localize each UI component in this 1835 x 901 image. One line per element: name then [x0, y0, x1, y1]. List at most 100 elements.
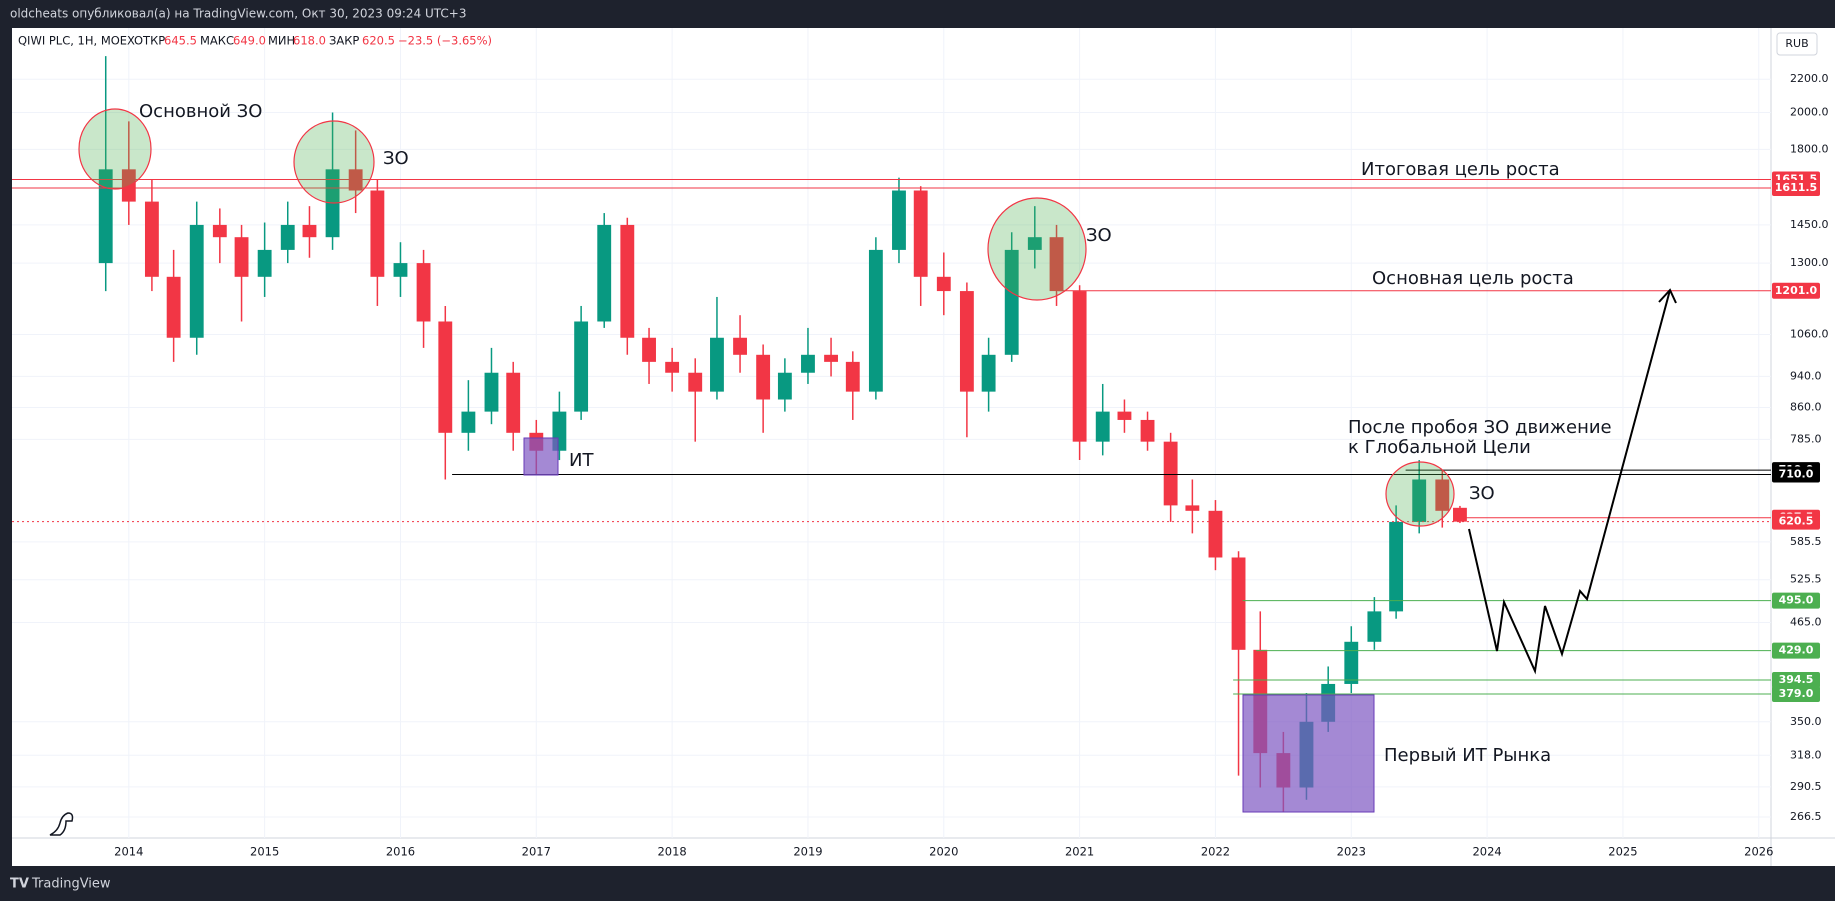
- annotation: Первый ИТ Рынка: [1384, 745, 1551, 766]
- candle-body: [144, 201, 159, 277]
- candle-body: [756, 354, 771, 400]
- candle-body: [688, 372, 703, 392]
- bottom-bar: [0, 866, 1835, 901]
- legend-value: 645.5: [164, 34, 197, 48]
- candle-body: [1140, 419, 1155, 442]
- candle-body: [892, 190, 906, 250]
- legend-label: МАКС: [200, 34, 234, 48]
- candle-body: [438, 321, 453, 433]
- price-badge-label: 620.5: [1779, 515, 1814, 528]
- annotation: Основной ЗО: [139, 101, 262, 122]
- x-tick-label: 2019: [793, 845, 822, 859]
- symbol: QIWI PLC, 1H, MOEX: [18, 34, 135, 48]
- candle-body: [1208, 510, 1223, 558]
- y-tick-label: 290.5: [1790, 780, 1822, 793]
- legend-value: 649.0: [233, 34, 266, 48]
- candle-body: [801, 354, 815, 373]
- price-badge: [1772, 180, 1820, 197]
- x-tick-label: 2021: [1065, 845, 1094, 859]
- legend-value: 620.5: [362, 34, 395, 48]
- candle-body: [189, 224, 204, 338]
- price-badge: [1772, 513, 1820, 530]
- candle-body: [1412, 479, 1427, 522]
- candle-body: [710, 337, 724, 392]
- x-tick-label: 2024: [1472, 845, 1501, 859]
- y-tick-label: 940.0: [1790, 369, 1822, 382]
- it-box: [523, 437, 559, 476]
- candle-body: [1453, 507, 1467, 522]
- y-tick-label: 318.0: [1790, 748, 1822, 761]
- candle-body: [1344, 641, 1359, 684]
- y-tick-label: 525.5: [1790, 573, 1822, 586]
- candle-body: [733, 337, 747, 355]
- candle-body: [845, 361, 860, 392]
- legend-label: ОТКР: [134, 34, 165, 48]
- zone-circle: [78, 108, 152, 190]
- x-tick-label: 2015: [250, 845, 279, 859]
- logo-mark: TV: [10, 877, 29, 892]
- y-tick-label: 1300.0: [1790, 256, 1829, 269]
- y-tick-label: 350.0: [1790, 715, 1822, 728]
- currency-button[interactable]: [1776, 32, 1818, 56]
- x-tick-label: 2025: [1608, 845, 1637, 859]
- annotation: ЗО: [383, 148, 409, 169]
- price-badge-label: 495.0: [1779, 594, 1814, 607]
- candle-body: [1072, 291, 1087, 442]
- logo-icon: [49, 812, 74, 836]
- drawings: [78, 108, 1677, 813]
- y-tick-label: 1450.0: [1790, 218, 1829, 231]
- annotation: ИТ: [569, 450, 594, 471]
- legend-label: МИН: [268, 34, 295, 48]
- chart-area: [12, 28, 1835, 866]
- price-badge: [1772, 671, 1820, 688]
- candle-body: [1231, 557, 1246, 650]
- legend: QIWI PLC, 1H, MOEX ОТКР 645.5 МАКС 649.0…: [18, 34, 492, 48]
- y-tick-label: 860.0: [1790, 401, 1822, 414]
- y-tick-label: 2000.0: [1790, 106, 1829, 119]
- price-badge-label: 394.5: [1779, 673, 1814, 686]
- x-tick-label: 2020: [929, 845, 958, 859]
- candle-body: [393, 263, 408, 277]
- candle-body: [1367, 611, 1382, 642]
- x-tick-label: 2023: [1337, 845, 1366, 859]
- candle-body: [824, 354, 838, 362]
- candle-body: [665, 361, 680, 373]
- forecast-path: [1468, 289, 1671, 675]
- x-tick-label: 2017: [522, 845, 551, 859]
- candle-body: [257, 249, 272, 277]
- candle-body: [461, 411, 476, 433]
- annotation: ЗО: [1469, 483, 1495, 504]
- candle-body: [1004, 249, 1019, 355]
- legend-label: ЗАКР: [329, 34, 359, 48]
- candle-body: [1049, 237, 1064, 292]
- y-tick-label: 785.0: [1790, 432, 1822, 445]
- top-bar: [0, 0, 1835, 28]
- price-badge: [1772, 282, 1820, 299]
- candle-body: [1163, 441, 1178, 506]
- arrow-head: [1658, 288, 1677, 304]
- it-box: [1242, 694, 1375, 813]
- legend-change: −23.5 (−3.65%): [398, 34, 492, 48]
- candle-body: [597, 224, 612, 322]
- candle-body: [620, 224, 635, 338]
- candle-body: [234, 237, 249, 277]
- candle-body: [484, 372, 499, 412]
- candle-body: [936, 276, 951, 292]
- annotation: Итоговая цель роста: [1361, 159, 1560, 180]
- y-tick-label: 585.5: [1790, 535, 1822, 548]
- annotation: к Глобальной Цели: [1348, 437, 1531, 458]
- x-tick-label: 2014: [114, 845, 143, 859]
- candle-body: [777, 372, 792, 400]
- y-tick-label: 266.5: [1790, 810, 1822, 823]
- candle-body: [574, 321, 589, 412]
- x-tick-label: 2018: [657, 845, 686, 859]
- price-badge-label: 1611.5: [1775, 181, 1817, 194]
- candle-body: [1095, 411, 1110, 442]
- price-badge-label: 1201.0: [1775, 284, 1818, 297]
- legend-value: 618.0: [293, 34, 326, 48]
- candle-body: [280, 224, 295, 250]
- currency: RUB: [1785, 37, 1808, 50]
- candle-body: [1435, 479, 1450, 511]
- y-tick-label: 2200.0: [1790, 72, 1829, 85]
